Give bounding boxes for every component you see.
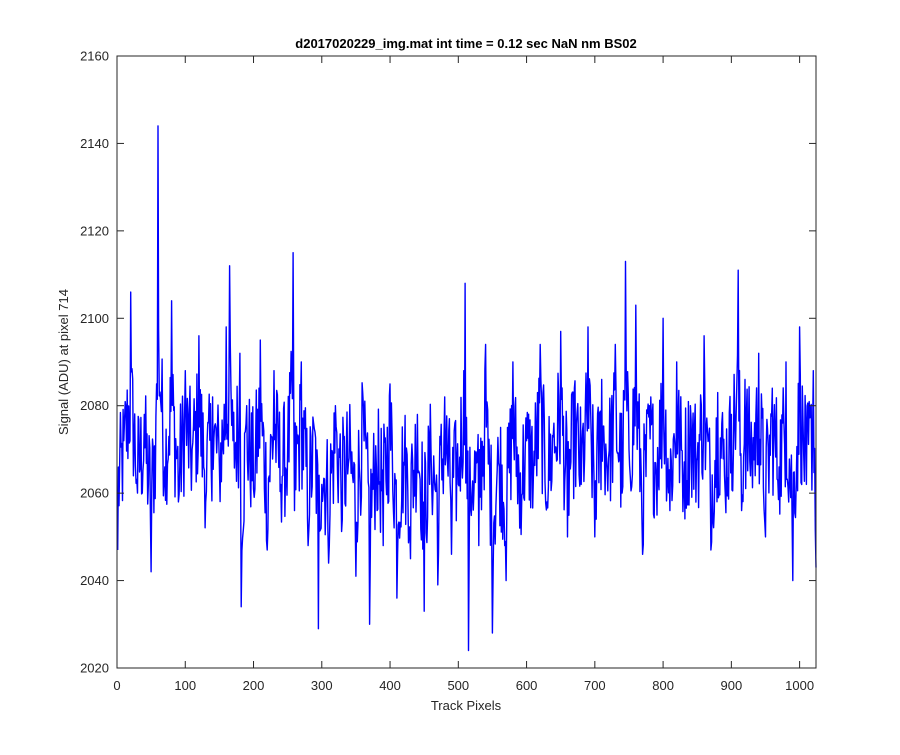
tick-layer: 0 100 200 300 400 500 600 700 800 900 1000 2020 2040… [80,49,816,693]
x-tick-label: 300 [311,678,333,693]
plot-area [117,56,816,668]
x-axis-label: Track Pixels [431,698,502,713]
x-tick-label: 700 [584,678,606,693]
series-line [117,125,817,652]
y-tick-label: 2160 [80,49,109,64]
y-axis-label: Signal (ADU) at pixel 714 [56,289,71,435]
y-tick-label: 2020 [80,661,109,676]
chart-title: d2017020229_img.mat int time = 0.12 sec … [295,36,636,51]
x-tick-label: 1000 [785,678,814,693]
x-tick-label: 200 [243,678,265,693]
y-tick-label: 2100 [80,311,109,326]
y-tick-label: 2140 [80,136,109,151]
x-tick-label: 400 [379,678,401,693]
x-tick-label: 100 [174,678,196,693]
x-tick-label: 0 [113,678,120,693]
y-tick-label: 2060 [80,486,109,501]
x-tick-label: 900 [721,678,743,693]
axes-box [116,55,817,669]
y-tick-label: 2040 [80,573,109,588]
y-tick-label: 2120 [80,223,109,238]
x-tick-label: 800 [652,678,674,693]
series-layer [117,125,817,652]
y-tick-label: 2080 [80,398,109,413]
x-tick-label: 600 [516,678,538,693]
x-tick-label: 500 [447,678,469,693]
